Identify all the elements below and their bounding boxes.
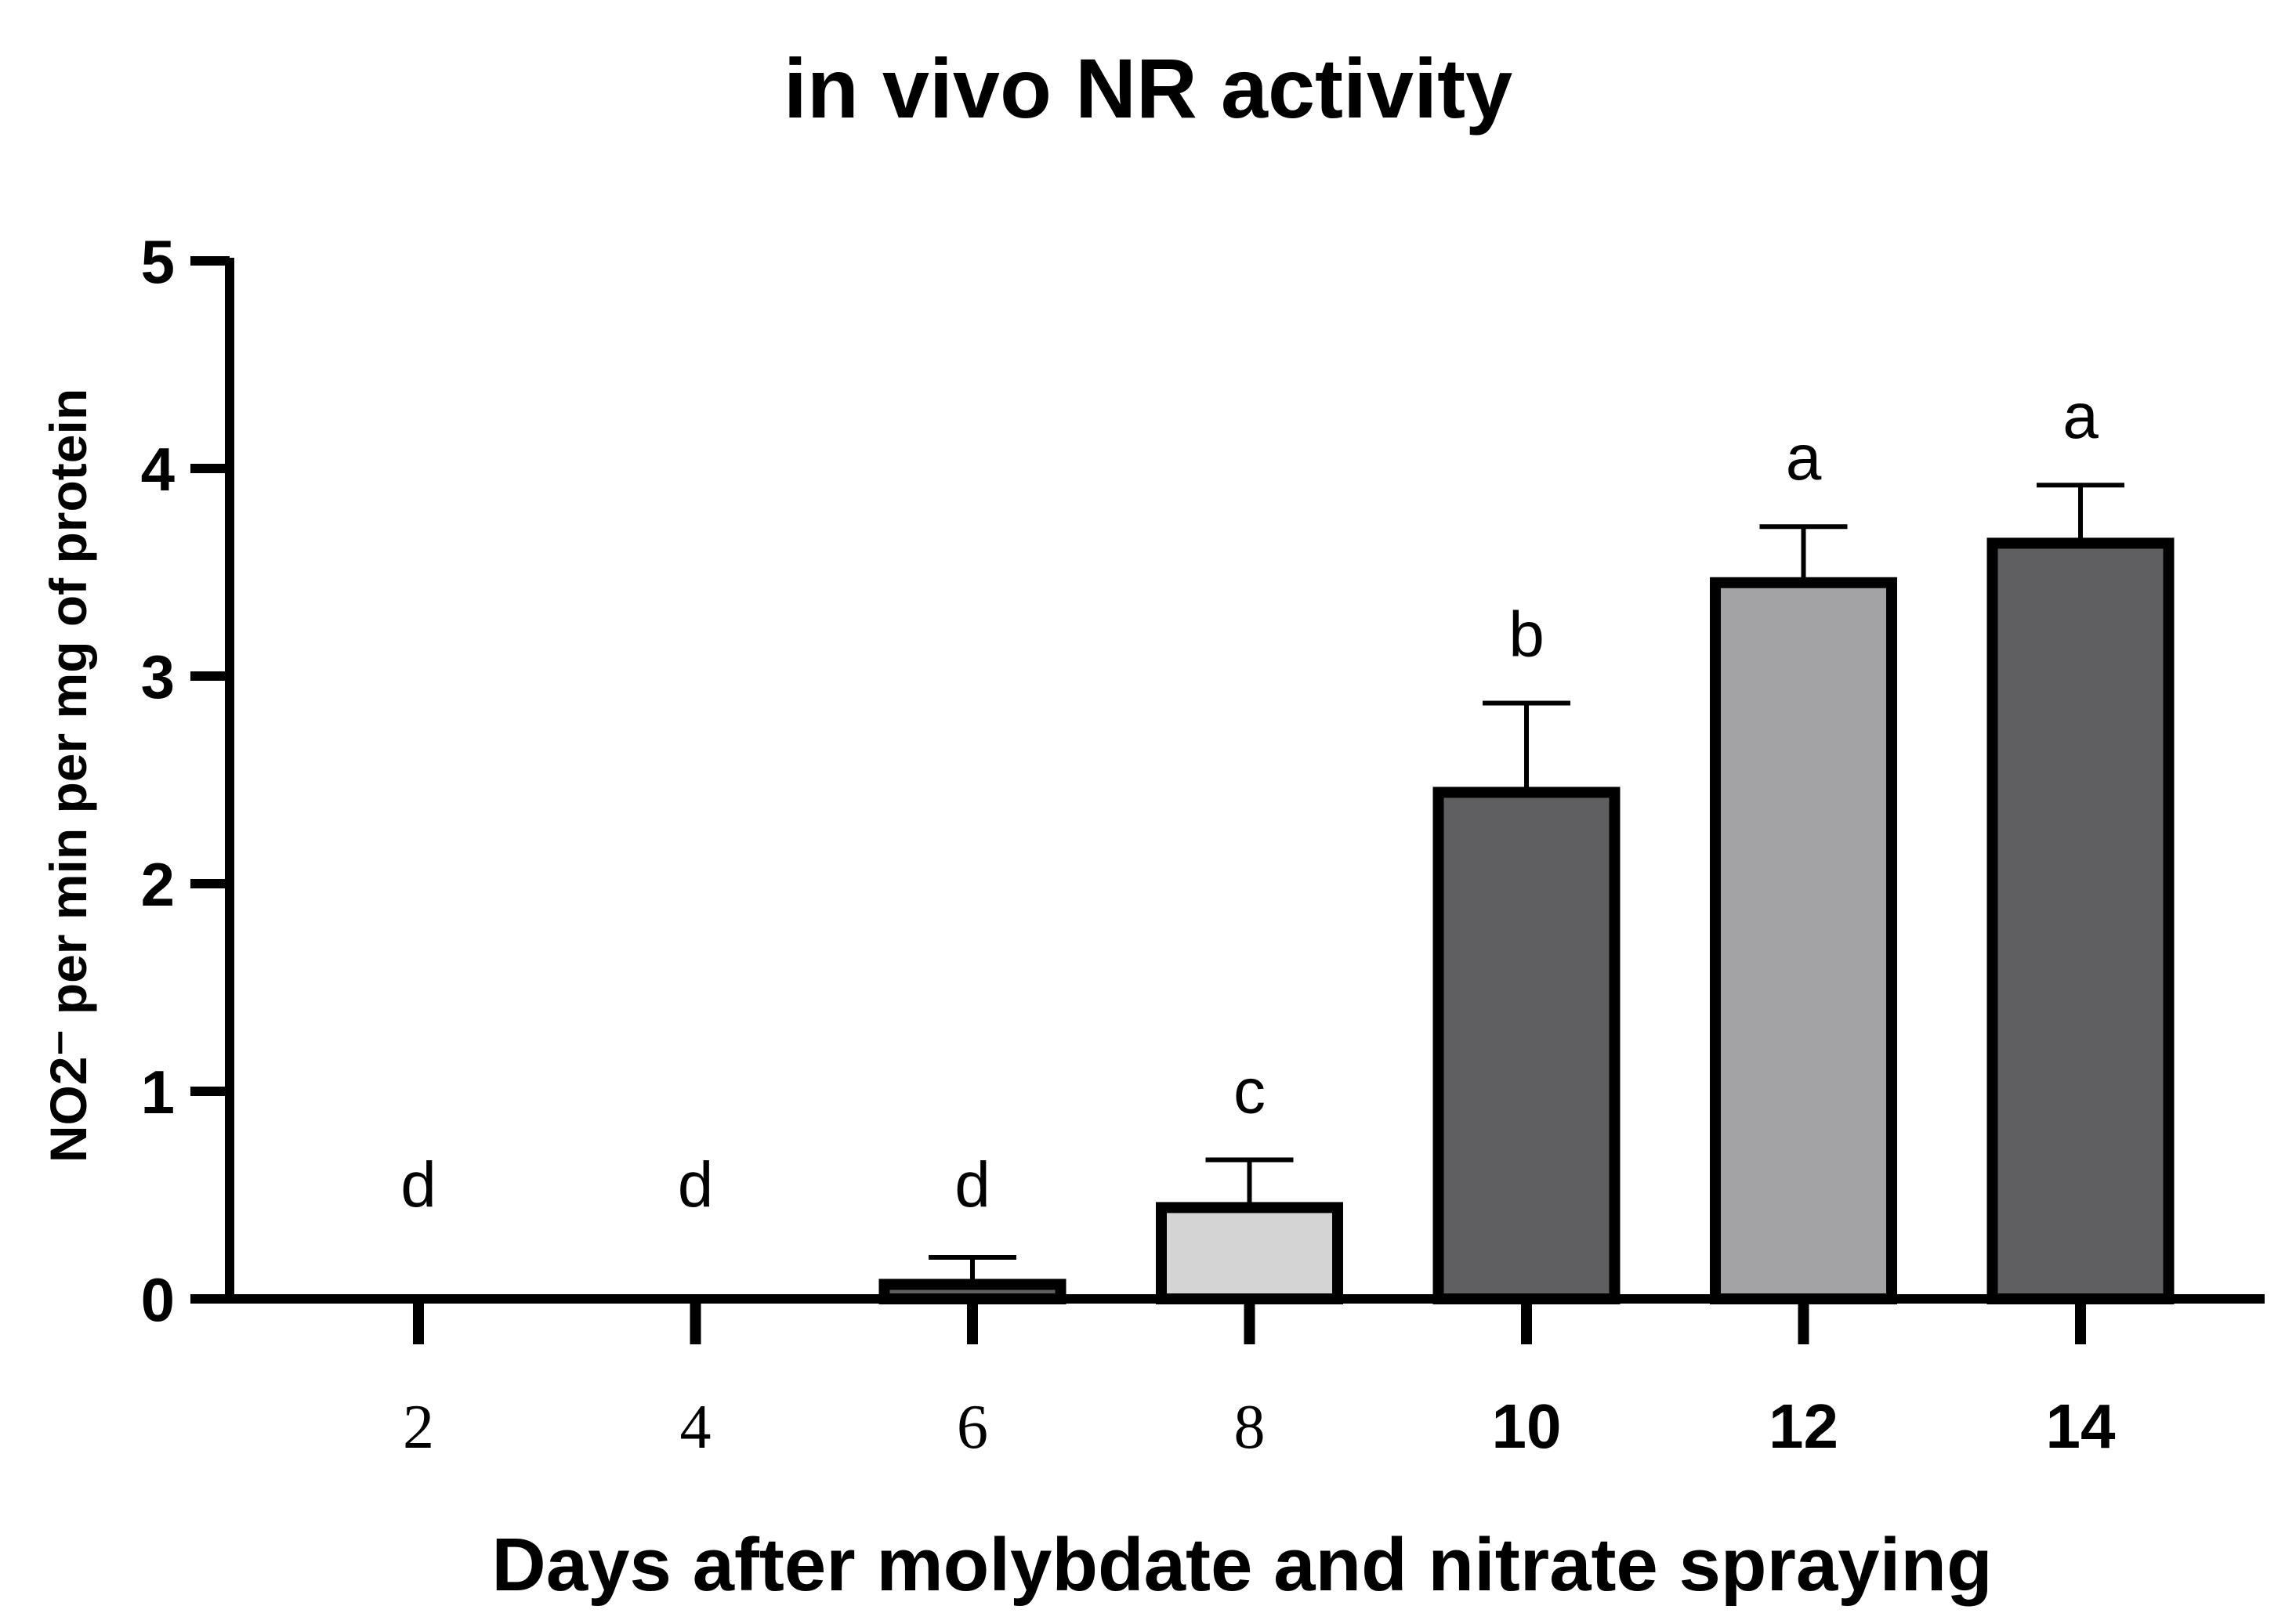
y-tick-label: 2 xyxy=(141,850,175,919)
significance-letter: c xyxy=(1233,1055,1266,1127)
x-tick-label: 10 xyxy=(1492,1391,1562,1461)
bar xyxy=(1710,577,1897,1304)
bar xyxy=(1156,1202,1343,1305)
x-tick-label: 8 xyxy=(1234,1393,1266,1462)
x-tick-label: 6 xyxy=(957,1393,988,1462)
y-axis-label: NO2⁻ per min per mg of protein xyxy=(39,389,97,1163)
y-tick-label: 5 xyxy=(141,227,175,296)
significance-letter: d xyxy=(954,1149,990,1221)
significance-letter: d xyxy=(400,1149,436,1221)
y-tick-label: 0 xyxy=(141,1265,175,1334)
significance-letter: a xyxy=(2062,381,2099,452)
x-tick-label: 4 xyxy=(680,1393,712,1462)
y-tick-label: 4 xyxy=(141,435,175,504)
x-tick-label: 2 xyxy=(403,1393,434,1462)
significance-letter: a xyxy=(1786,422,1822,494)
x-axis-label: Days after molybdate and nitrate sprayin… xyxy=(491,1523,1992,1607)
significance-letter: b xyxy=(1508,599,1545,670)
chart-title: in vivo NR activity xyxy=(784,41,1512,136)
x-tick-label: 12 xyxy=(1769,1391,1838,1461)
bar xyxy=(1432,787,1621,1304)
y-tick-label: 1 xyxy=(141,1058,175,1127)
y-tick-label: 3 xyxy=(141,642,175,711)
bar xyxy=(1986,537,2175,1304)
significance-letter: d xyxy=(678,1149,714,1221)
x-tick-label: 14 xyxy=(2046,1391,2116,1461)
